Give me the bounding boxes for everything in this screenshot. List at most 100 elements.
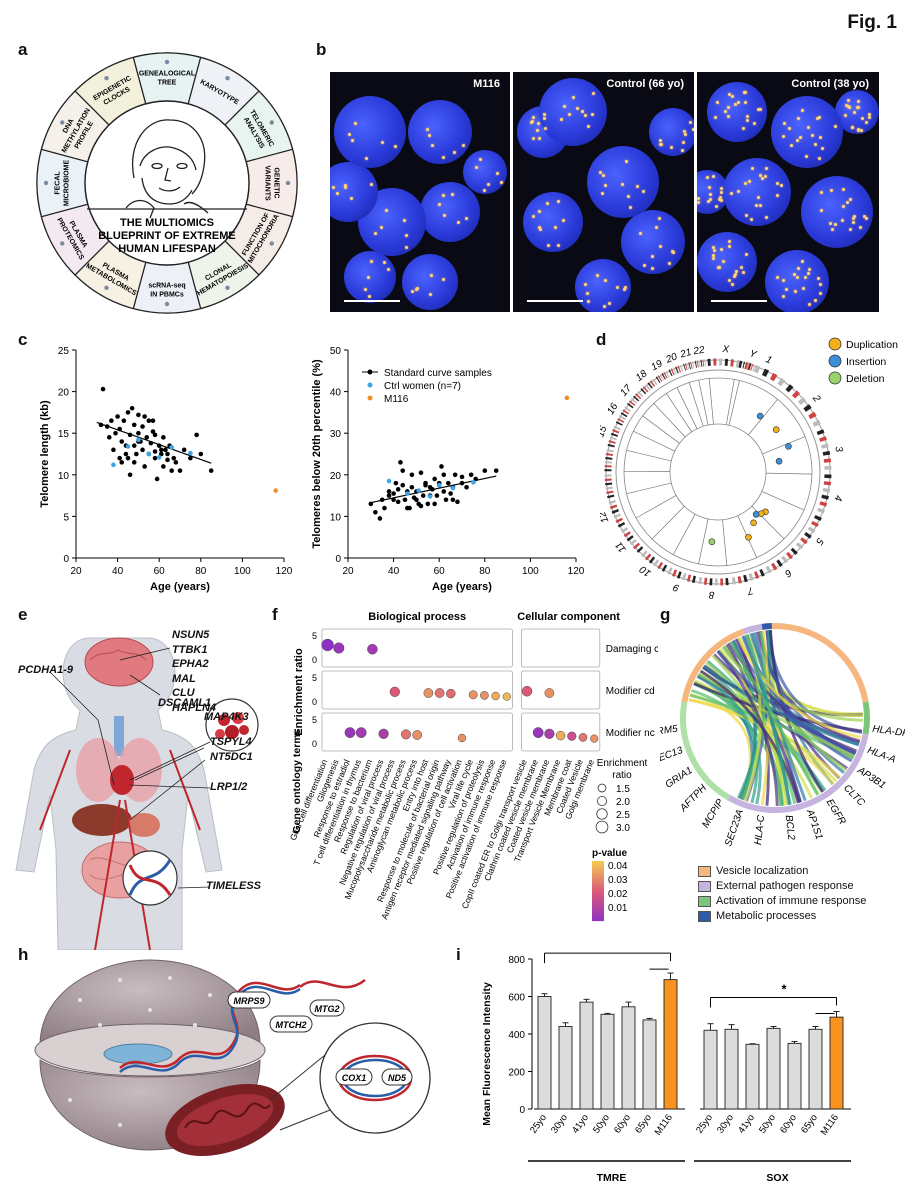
- telomere-spot: [535, 128, 539, 132]
- colorbar-step: [592, 888, 604, 890]
- chromosome-label: 9: [671, 581, 680, 593]
- chromosome-divider: [626, 449, 672, 462]
- y-tick-label: 0: [519, 1105, 525, 1116]
- chromosome-label: 2: [810, 392, 823, 404]
- telomere-spot: [683, 129, 687, 133]
- chromosome-band: [800, 537, 808, 545]
- chromosome-band: [765, 565, 772, 574]
- colorbar-tick-label: 0.04: [608, 861, 628, 872]
- wheel-segment-label: scRNA-seq: [148, 283, 185, 290]
- telomere-spot: [846, 201, 850, 205]
- telomere-spot: [708, 185, 712, 189]
- colorbar-step: [592, 912, 604, 914]
- chromosome-divider: [626, 482, 672, 495]
- data-point: [150, 429, 156, 434]
- telomere-spot: [452, 150, 456, 154]
- legend-marker: [367, 369, 373, 375]
- significance-star: *: [615, 945, 621, 952]
- chromosome-label: 22: [692, 345, 706, 358]
- data-point: [468, 472, 474, 478]
- data-point: [416, 488, 421, 493]
- y-tick-label: 40: [330, 388, 342, 399]
- chromosome-divider: [762, 436, 806, 455]
- telomere-spot: [814, 143, 818, 147]
- colorbar-step: [592, 885, 604, 887]
- x-tick-label: 120: [568, 566, 585, 577]
- chromosome-band: [771, 562, 778, 571]
- chromosome-label: 3: [832, 445, 844, 453]
- telomere-spot: [369, 183, 373, 187]
- legend-item: Vesicle localization: [698, 864, 866, 879]
- colorbar-step: [592, 897, 604, 899]
- y-tick-label: 0: [335, 554, 341, 565]
- y-axis-label: Telomeres below 20th percentile (%): [311, 359, 323, 549]
- telomere-spot: [427, 134, 431, 138]
- telomere-spot: [531, 214, 535, 218]
- bar: [663, 979, 678, 1110]
- telomere-spot: [616, 285, 620, 289]
- telomere-spot: [733, 103, 737, 107]
- telomere-spot: [713, 249, 717, 253]
- telomere-spot: [364, 156, 368, 160]
- chromosome-label: 13: [600, 480, 602, 493]
- data-point: [131, 443, 137, 448]
- variant-marker: [708, 538, 716, 546]
- data-point: [125, 410, 131, 415]
- telomere-spot: [671, 251, 675, 255]
- chord-link: [697, 672, 855, 758]
- data-point: [420, 493, 426, 498]
- telomere-spot: [840, 218, 844, 222]
- chromosome-band: [795, 542, 804, 550]
- data-point: [123, 451, 129, 457]
- telomere-spot: [712, 246, 716, 250]
- telomere-spot: [781, 134, 785, 138]
- wheel-segment-label: TREE: [158, 80, 177, 87]
- telomere-spot: [697, 201, 701, 205]
- chromosome-band: [819, 501, 828, 507]
- data-point: [104, 424, 110, 429]
- telomere-spot: [536, 121, 540, 125]
- telomere-spot: [651, 255, 655, 259]
- enrichment-bubble: [434, 688, 445, 698]
- nucleus: [408, 100, 472, 164]
- telomere-spot: [807, 125, 811, 129]
- gene-pcdha: PCDHA1-9: [18, 664, 74, 676]
- chromosome-band: [617, 418, 625, 423]
- colorbar-step: [592, 903, 604, 905]
- chord-arc: [727, 733, 869, 813]
- telomere-spot: [658, 216, 662, 220]
- colorbar-step: [592, 904, 604, 907]
- colorbar-step: [592, 913, 604, 916]
- enrichment-bubble: [423, 688, 434, 698]
- telomere-spot: [474, 166, 478, 169]
- data-point: [404, 505, 410, 511]
- nucleus: [587, 146, 659, 218]
- colorbar-step: [592, 918, 604, 920]
- center-title-line3: HUMAN LIFESPAN: [118, 243, 216, 255]
- telomere-spot: [344, 186, 348, 190]
- chromosome-label: 11: [614, 539, 629, 554]
- size-legend-marker: [597, 783, 607, 793]
- chromosome-divider: [672, 514, 696, 555]
- data-point: [450, 485, 456, 491]
- data-point: [156, 443, 162, 448]
- telomere-spot: [366, 275, 370, 279]
- chromosome-band: [790, 547, 798, 555]
- chromosome-band: [642, 386, 649, 393]
- chromosome-label: 16: [605, 401, 620, 417]
- enrichment-bubble: [480, 691, 489, 700]
- scale-bar: [711, 300, 767, 302]
- data-point: [198, 451, 204, 457]
- data-point: [398, 460, 403, 465]
- chromosome-band: [635, 393, 642, 400]
- chord-arc: [761, 623, 772, 630]
- chromosome-label: 14: [600, 451, 602, 464]
- y-tick-label: 800: [508, 955, 525, 966]
- gene-label: TTBK1: [172, 643, 208, 656]
- micrograph-label: Control (66 yo): [606, 78, 684, 90]
- telomere-spot: [752, 121, 756, 125]
- y-tick-label: 600: [508, 993, 525, 1004]
- chromosome-band: [822, 487, 831, 493]
- telomere-spot: [844, 113, 848, 117]
- telomere-spot: [348, 133, 352, 137]
